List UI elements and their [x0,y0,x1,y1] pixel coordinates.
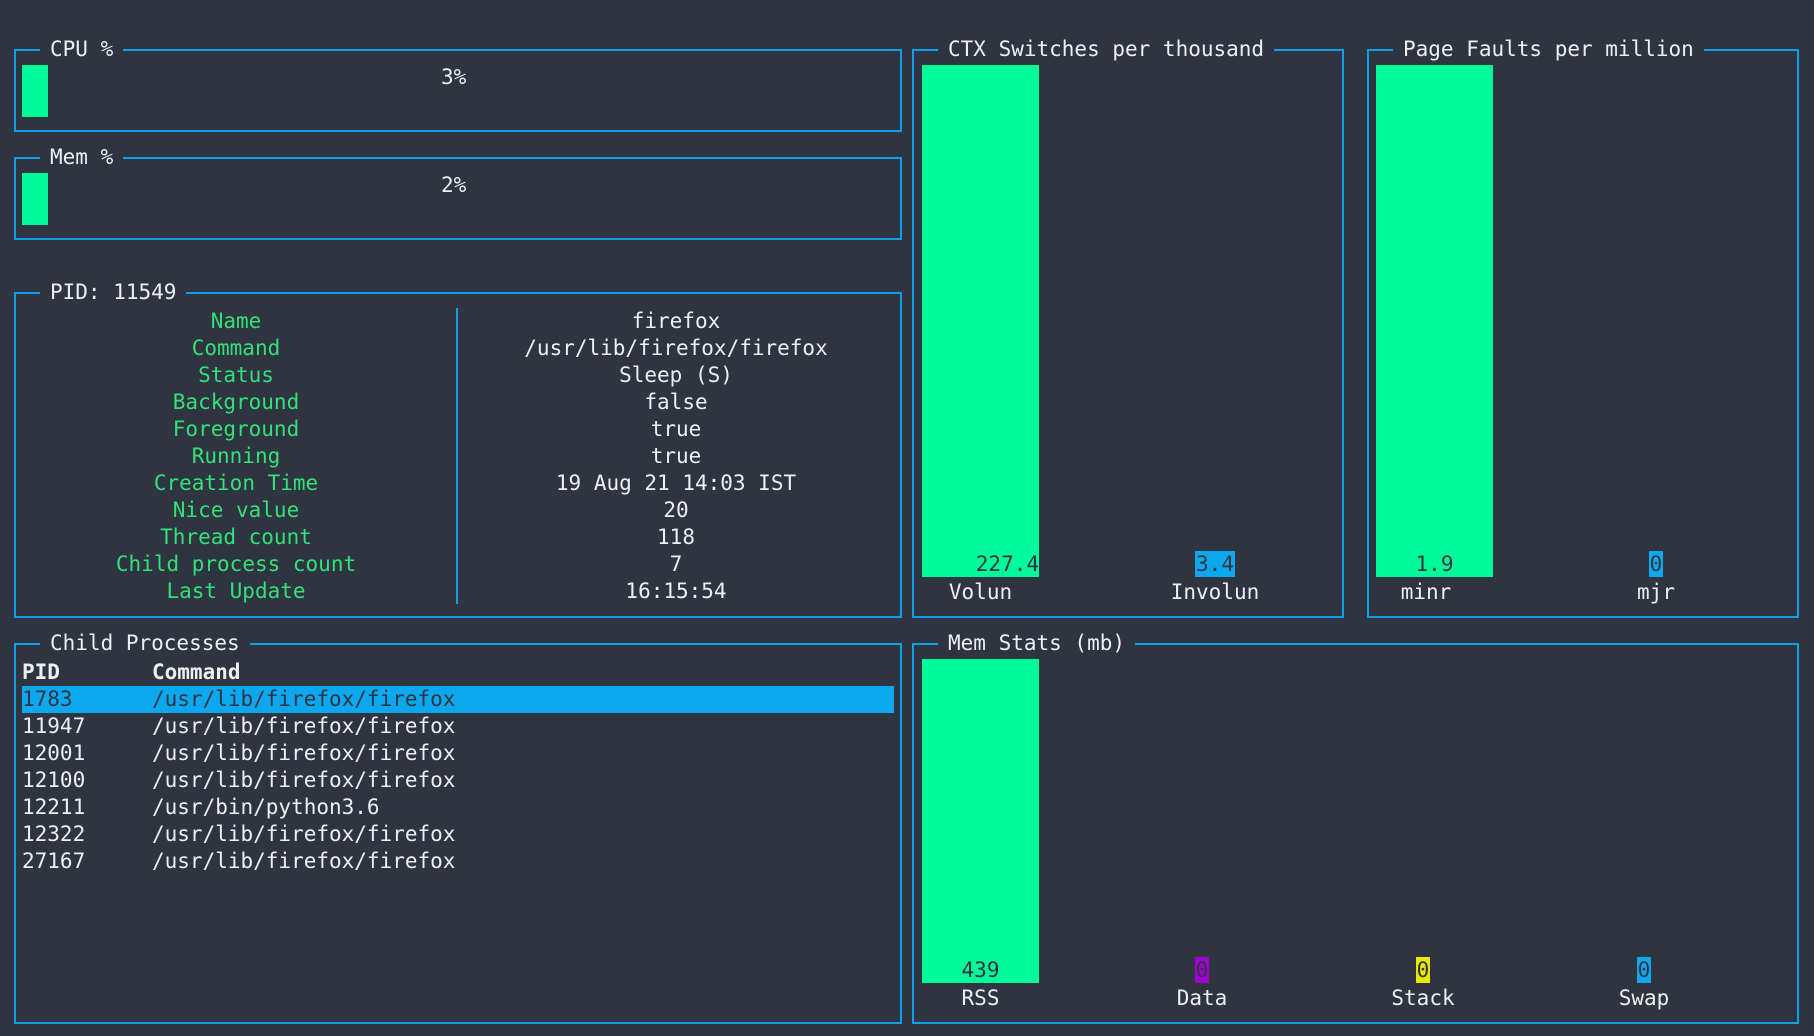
info-value: Sleep (S) [619,363,733,387]
info-key: Last Update [166,579,306,603]
mem-panel: Mem % 2% [14,143,902,240]
process-row[interactable]: 11947/usr/lib/firefox/firefox [22,713,894,740]
process-row[interactable]: 12322/usr/lib/firefox/firefox [22,821,894,848]
info-row: Background false [16,389,900,416]
child-processes-panel: Child Processes PID Command 1783/usr/lib… [14,629,902,1024]
info-row: Nice value 20 [16,497,900,524]
info-row: Name firefox [16,308,900,335]
process-command: /usr/lib/firefox/firefox [152,714,456,738]
minr-bar [1376,65,1493,577]
swap-value: 0 [1637,957,1651,983]
info-row: Running true [16,443,900,470]
mjr-value: 0 [1649,551,1663,577]
pid-info-panel: PID: 11549 Name firefox Command/usr/lib/fi… [14,278,902,618]
swap-label: Swap [1618,986,1670,1010]
mem-gauge-fill [22,173,48,225]
children-panel-title: Child Processes [40,629,250,657]
info-row: Child process count 7 [16,551,900,578]
mem-stats-panel: Mem Stats (mb) 439 RSS 0 Data 0 Stack 0 … [912,629,1799,1024]
info-row: Thread count 118 [16,524,900,551]
info-key: Background [172,390,300,414]
info-value: false [644,390,708,414]
info-row: Foreground true [16,416,900,443]
mem-percent: 2% [441,173,467,197]
rss-value: 439 [961,958,1000,982]
rss-label: RSS [961,986,1000,1010]
process-command: /usr/lib/firefox/firefox [152,768,456,792]
cpu-panel-title: CPU % [40,35,124,63]
cpu-gauge-fill [22,65,48,117]
info-value: 16:15:54 [625,579,727,603]
command-column-header: Command [152,660,241,684]
cpu-panel: CPU % 3% [14,35,902,132]
process-pid: 12100 [22,768,86,792]
process-row[interactable]: 27167/usr/lib/firefox/firefox [22,848,894,875]
process-command: /usr/lib/firefox/firefox [152,849,456,873]
info-divider [456,308,458,604]
info-row: Command/usr/lib/firefox/firefox [16,335,900,362]
minr-label: minr [1400,580,1452,604]
data-value: 0 [1195,957,1209,983]
process-row[interactable]: 12211/usr/bin/python3.6 [22,794,894,821]
process-table-header: PID Command [22,659,894,686]
info-key: Foreground [172,417,300,441]
pid-panel-title: PID: 11549 [40,278,187,306]
cpu-percent: 3% [441,65,467,89]
info-key: Running [191,444,281,468]
mjr-label: mjr [1637,580,1675,604]
info-value: firefox [631,309,721,333]
info-key: Command [191,336,281,360]
volun-bar [922,65,1039,577]
stack-label: Stack [1391,986,1455,1010]
process-command: /usr/lib/firefox/firefox [152,687,456,711]
process-command: /usr/lib/firefox/firefox [152,822,456,846]
process-pid: 12211 [22,795,86,819]
rss-bar [922,659,1039,983]
info-key: Creation Time [153,471,319,495]
faults-panel-title: Page Faults per million [1393,35,1704,63]
info-value: 7 [669,552,683,576]
info-value: 118 [657,525,695,549]
minr-value: 1.9 [1415,552,1454,576]
process-row[interactable]: 12100/usr/lib/firefox/firefox [22,767,894,794]
pid-column-header: PID [22,660,60,684]
info-key: Name [210,309,262,333]
process-pid: 12001 [22,741,86,765]
info-key: Child process count [115,552,357,576]
mem-panel-title: Mem % [40,143,124,171]
ctx-switches-panel: CTX Switches per thousand 227.4 Volun 3.… [912,35,1344,618]
involun-value: 3.4 [1195,551,1235,577]
process-row[interactable]: 1783/usr/lib/firefox/firefox [22,686,894,713]
info-value: true [650,444,702,468]
info-key: Status [198,363,274,387]
process-pid: 1783 [22,687,73,711]
process-pid: 11947 [22,714,86,738]
ctx-panel-title: CTX Switches per thousand [938,35,1275,63]
process-row[interactable]: 12001/usr/lib/firefox/firefox [22,740,894,767]
info-row: Last Update 16:15:54 [16,578,900,605]
process-pid: 27167 [22,849,86,873]
process-pid: 12322 [22,822,86,846]
process-command: /usr/lib/firefox/firefox [152,741,456,765]
info-row: Status Sleep (S) [16,362,900,389]
info-value: true [650,417,702,441]
page-faults-panel: Page Faults per million 1.9 minr 0 mjr [1367,35,1799,618]
info-value: /usr/lib/firefox/firefox [524,336,828,360]
process-command: /usr/bin/python3.6 [152,795,380,819]
stack-value: 0 [1416,957,1430,983]
info-row: Creation Time 19 Aug 21 14:03 IST [16,470,900,497]
volun-label: Volun [948,580,1013,604]
involun-label: Involun [1170,580,1260,604]
info-key: Nice value [172,498,300,522]
info-value: 19 Aug 21 14:03 IST [555,471,797,495]
volun-value: 227.4 [975,552,1039,576]
data-label: Data [1176,986,1228,1010]
info-key: Thread count [160,525,312,549]
memstats-panel-title: Mem Stats (mb) [938,629,1136,657]
info-value: 20 [663,498,689,522]
